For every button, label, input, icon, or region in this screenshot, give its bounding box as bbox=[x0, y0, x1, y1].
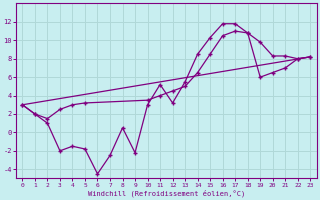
X-axis label: Windchill (Refroidissement éolien,°C): Windchill (Refroidissement éolien,°C) bbox=[88, 189, 245, 197]
